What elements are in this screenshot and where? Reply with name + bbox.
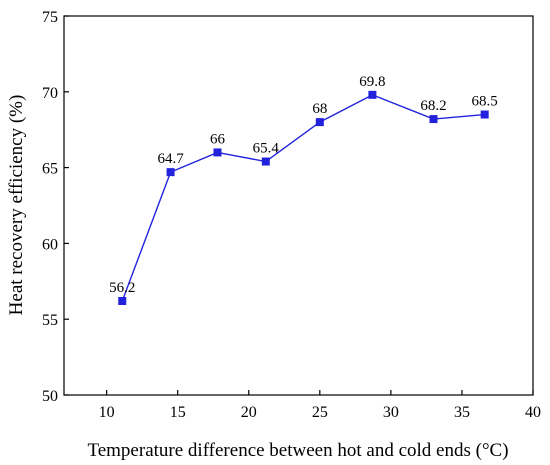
x-tick-label: 30 xyxy=(383,404,399,421)
plot-frame xyxy=(63,15,534,396)
y-tick-label: 75 xyxy=(42,9,58,26)
data-label: 65.4 xyxy=(253,141,280,157)
x-tick-label: 20 xyxy=(241,404,257,421)
data-point xyxy=(118,297,127,306)
x-tick-label: 40 xyxy=(525,404,541,421)
x-tick-label: 10 xyxy=(99,404,115,421)
data-label: 68.5 xyxy=(472,94,498,110)
data-label: 68 xyxy=(312,101,327,117)
y-tick-label: 65 xyxy=(42,161,58,178)
data-point xyxy=(261,157,270,166)
y-axis-title: Heat recovery efficiency (%) xyxy=(6,95,27,316)
data-label: 69.8 xyxy=(359,74,385,90)
x-tick-label: 15 xyxy=(170,404,186,421)
data-label: 64.7 xyxy=(157,151,184,167)
data-label: 56.2 xyxy=(109,280,135,296)
data-point xyxy=(368,90,377,99)
y-tick-label: 70 xyxy=(42,85,58,102)
x-axis: 10 15 20 25 30 35 40 xyxy=(99,390,541,421)
data-label: 68.2 xyxy=(420,98,446,114)
y-tick-label: 50 xyxy=(42,388,58,405)
y-tick-label: 60 xyxy=(42,236,58,253)
series-line xyxy=(121,94,485,302)
data-label: 66 xyxy=(210,131,226,147)
x-tick-label: 35 xyxy=(454,404,470,421)
data-point xyxy=(480,110,489,119)
data-point xyxy=(429,115,438,124)
y-tick-label: 55 xyxy=(42,312,58,329)
series-markers xyxy=(118,90,489,306)
x-axis-title: Temperature difference between hot and c… xyxy=(87,440,508,461)
y-axis: 50 55 60 65 70 75 xyxy=(42,9,69,405)
data-labels: 56.2 64.7 66 65.4 68 69.8 68.2 68.5 xyxy=(109,74,498,296)
data-point xyxy=(315,118,324,127)
x-tick-label: 25 xyxy=(312,404,328,421)
data-point xyxy=(213,148,222,157)
data-point xyxy=(166,168,175,177)
